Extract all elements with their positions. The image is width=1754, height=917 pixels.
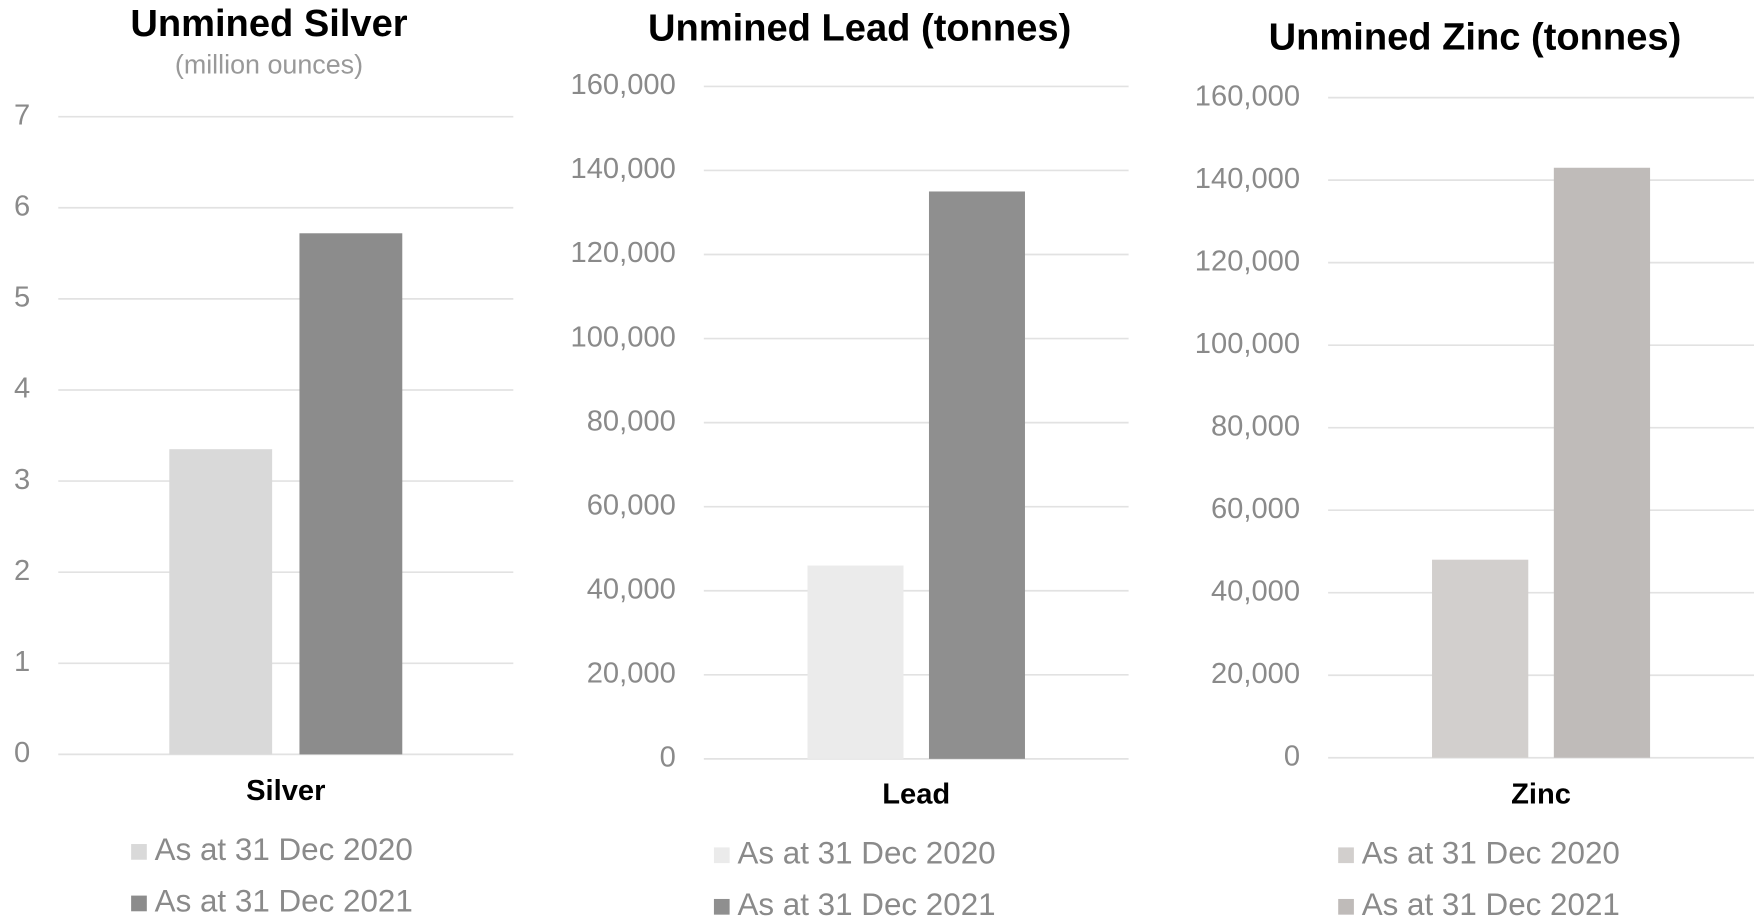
bar (1432, 559, 1529, 758)
legend-swatch (131, 895, 147, 912)
legend-swatch (713, 847, 730, 864)
y-tick-label: 2 (14, 555, 30, 587)
legend-swatch (713, 898, 730, 915)
legend-label: As at 31 Dec 2021 (155, 884, 413, 917)
y-tick-label: 6 (14, 190, 30, 222)
y-tick-label: 40,000 (1211, 575, 1300, 607)
legend-label: As at 31 Dec 2020 (737, 836, 995, 871)
y-tick-label: 60,000 (1211, 493, 1300, 525)
y-tick-label: 40,000 (587, 573, 676, 605)
y-tick-label: 7 (14, 99, 30, 131)
y-tick-label: 120,000 (571, 237, 676, 269)
legend-swatch (131, 844, 147, 860)
chart-title: Unmined Lead (tonnes) (648, 7, 1071, 49)
y-tick-label: 160,000 (571, 69, 676, 101)
legend-label: As at 31 Dec 2021 (737, 887, 995, 917)
chart-subtitle: (million ounces) (175, 49, 363, 79)
legend-label: As at 31 Dec 2020 (155, 832, 413, 867)
legend-swatch (1338, 898, 1354, 915)
x-tick-label: Lead (882, 779, 950, 811)
y-tick-label: 60,000 (587, 489, 676, 521)
y-tick-label: 20,000 (587, 657, 676, 689)
y-tick-label: 120,000 (1195, 245, 1300, 277)
legend-swatch (1338, 847, 1354, 864)
chart-title: Unmined Zinc (tonnes) (1269, 16, 1682, 58)
chart-title: Unmined Silver (130, 3, 407, 45)
y-tick-label: 20,000 (1211, 658, 1300, 690)
bar (299, 233, 403, 755)
y-tick-label: 3 (14, 464, 30, 496)
bar (928, 191, 1025, 759)
y-tick-label: 80,000 (1211, 410, 1300, 442)
y-tick-label: 0 (14, 737, 30, 769)
y-tick-label: 0 (1284, 740, 1300, 772)
y-tick-label: 0 (660, 742, 676, 774)
legend-label: As at 31 Dec 2020 (1362, 836, 1620, 871)
y-tick-label: 4 (14, 373, 30, 405)
bar (169, 449, 273, 755)
y-tick-label: 100,000 (1195, 328, 1300, 360)
y-tick-label: 100,000 (571, 321, 676, 353)
x-tick-label: Silver (246, 775, 325, 807)
y-tick-label: 1 (14, 646, 30, 678)
y-tick-label: 5 (14, 282, 30, 314)
bar (1553, 167, 1651, 758)
y-tick-label: 160,000 (1195, 80, 1300, 112)
y-tick-label: 140,000 (1195, 163, 1300, 195)
y-tick-label: 80,000 (587, 405, 676, 437)
bar (807, 565, 904, 759)
legend-label: As at 31 Dec 2021 (1362, 887, 1620, 917)
y-tick-label: 140,000 (571, 153, 676, 185)
x-tick-label: Zinc (1511, 779, 1571, 811)
